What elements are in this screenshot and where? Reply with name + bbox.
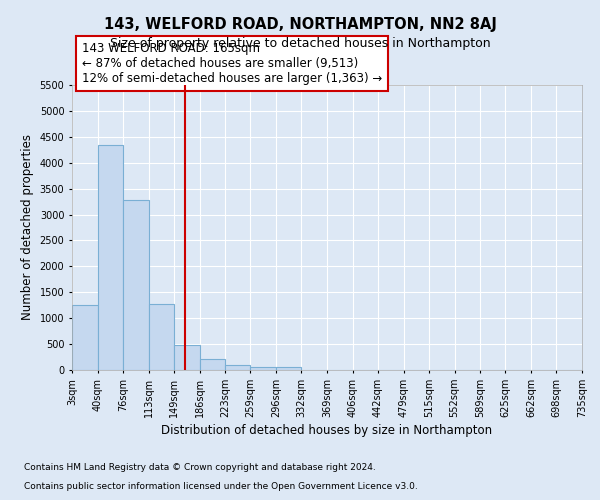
Bar — [276, 367, 301, 370]
Bar — [250, 367, 276, 370]
Bar — [199, 358, 225, 370]
Y-axis label: Number of detached properties: Number of detached properties — [21, 134, 34, 320]
X-axis label: Distribution of detached houses by size in Northampton: Distribution of detached houses by size … — [161, 424, 493, 437]
Bar — [149, 304, 174, 370]
Text: Size of property relative to detached houses in Northampton: Size of property relative to detached ho… — [110, 38, 490, 51]
Text: Contains HM Land Registry data © Crown copyright and database right 2024.: Contains HM Land Registry data © Crown c… — [24, 464, 376, 472]
Text: 143, WELFORD ROAD, NORTHAMPTON, NN2 8AJ: 143, WELFORD ROAD, NORTHAMPTON, NN2 8AJ — [104, 18, 496, 32]
Text: 143 WELFORD ROAD: 165sqm
← 87% of detached houses are smaller (9,513)
12% of sem: 143 WELFORD ROAD: 165sqm ← 87% of detach… — [82, 42, 382, 85]
Bar — [174, 344, 199, 370]
Text: Contains public sector information licensed under the Open Government Licence v3: Contains public sector information licen… — [24, 482, 418, 491]
Bar — [123, 200, 149, 370]
Bar — [72, 305, 98, 370]
Bar — [225, 366, 250, 370]
Bar — [98, 144, 123, 370]
